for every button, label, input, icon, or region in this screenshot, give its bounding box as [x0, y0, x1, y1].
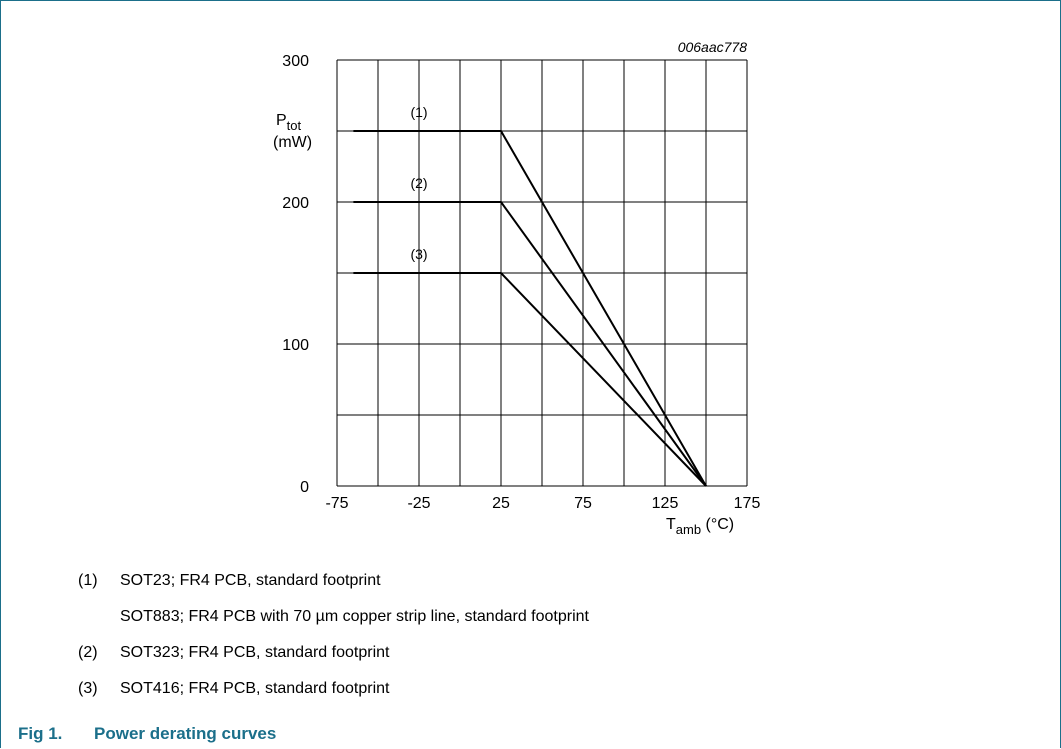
y-axis-label-main: P: [276, 112, 287, 129]
x-axis-label-main: T: [666, 516, 676, 533]
note-text: SOT323; FR4 PCB, standard footprint: [120, 644, 390, 661]
note-1: (1) SOT23; FR4 PCB, standard footprint: [78, 571, 381, 591]
y-axis-label: Ptot: [276, 112, 302, 133]
y-tick-label: 100: [282, 337, 309, 354]
note-1-continued: SOT883; FR4 PCB with 70 µm copper strip …: [78, 607, 589, 627]
series-label: (3): [410, 246, 427, 262]
x-tick-label: 75: [574, 495, 592, 512]
power-derating-chart: (1) (2) (3) -75 -25 25 75 125 175 0 100 200 300 006aa…: [273, 39, 761, 537]
note-number: (1): [78, 572, 98, 589]
x-axis-label-sub: amb: [676, 522, 701, 537]
figure-title: Power derating curves: [94, 724, 277, 743]
series-line: [353, 272, 707, 487]
note-3: (3) SOT416; FR4 PCB, standard footprint: [78, 679, 389, 699]
note-number: (2): [78, 644, 98, 661]
x-tick-label: -25: [407, 495, 430, 512]
note-text: SOT883; FR4 PCB with 70 µm copper strip …: [120, 608, 589, 625]
y-tick-label: 200: [282, 195, 309, 212]
x-axis-unit: (°C): [701, 516, 734, 533]
x-tick-label: 25: [492, 495, 510, 512]
x-axis-label: Tamb (°C): [666, 516, 734, 537]
figure-code: 006aac778: [678, 39, 748, 55]
x-tick-label: -75: [325, 495, 348, 512]
note-number: (3): [78, 680, 98, 697]
y-axis-label-sub: tot: [287, 118, 302, 133]
series-label: (1): [410, 104, 427, 120]
x-tick-label: 125: [652, 495, 679, 512]
series-line: [353, 201, 707, 487]
note-2: (2) SOT323; FR4 PCB, standard footprint: [78, 643, 389, 663]
note-text: SOT23; FR4 PCB, standard footprint: [120, 572, 381, 589]
y-tick-label: 0: [300, 479, 309, 496]
y-tick-label: 300: [282, 53, 309, 70]
note-text: SOT416; FR4 PCB, standard footprint: [120, 680, 390, 697]
series-label: (2): [410, 175, 427, 191]
y-axis-unit: (mW): [273, 134, 312, 151]
figure-number: Fig 1.: [18, 724, 63, 743]
series-line: [353, 130, 707, 487]
figure-caption: Fig 1. Power derating curves: [18, 724, 276, 744]
x-tick-label: 175: [734, 495, 761, 512]
